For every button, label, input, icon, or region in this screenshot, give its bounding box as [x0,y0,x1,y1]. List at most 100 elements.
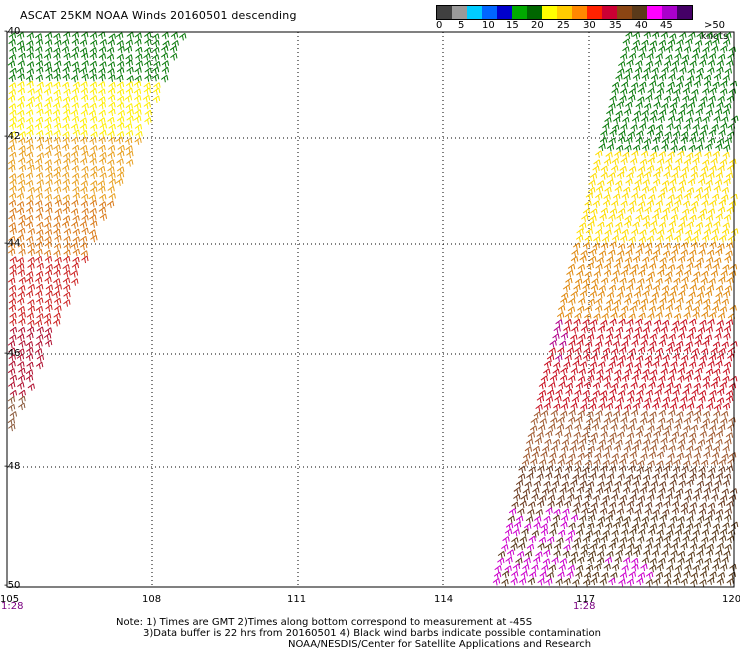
wind-barb [600,277,609,285]
wind-barb [650,220,658,228]
wind-barb [608,542,616,551]
wind-barb [560,403,569,411]
wind-barb [697,515,705,524]
wind-barb [677,444,685,452]
wind-barb [596,334,604,342]
wind-barb [7,381,16,390]
wind-barb [26,129,34,138]
wind-barb [27,256,35,265]
wind-barb [107,61,116,69]
wind-barb [70,208,79,216]
wind-barb [617,243,626,251]
wind-barb [36,297,44,305]
wind-barb [8,354,16,362]
wind-barb [655,536,664,544]
wind-barb [644,508,652,516]
wind-barb [607,437,615,446]
wind-barb [62,136,70,145]
wind-barb [16,234,25,242]
wind-barb [7,60,16,69]
wind-barb [715,549,723,558]
wind-barb [593,459,601,467]
wind-barb [170,32,179,40]
wind-barb [54,60,62,68]
wind-barb [713,73,722,81]
wind-barb [631,563,639,572]
wind-barb [161,60,170,68]
wind-barb [566,347,575,355]
wind-barb [36,334,44,342]
wind-barb [98,185,106,194]
wind-barb [695,298,703,307]
wind-barb [98,96,106,104]
wind-barb [18,179,26,187]
wind-barb [62,164,70,173]
wind-barb [582,578,591,587]
wind-barb [8,347,16,356]
wind-barb [585,228,594,236]
wind-barb [693,452,701,461]
wind-barb [35,305,44,314]
wind-barb [615,180,623,188]
wind-barb [52,318,61,327]
wind-barb [680,215,688,223]
wind-barb [541,564,549,573]
wind-barb [45,81,53,90]
wind-barb [684,452,692,461]
wind-barb [98,46,107,54]
wind-barb [680,319,688,327]
wind-barb [608,249,616,257]
wind-barb [714,515,723,523]
wind-barb [683,312,691,320]
wind-barb [703,298,711,306]
wind-barb [43,313,52,321]
wind-barb [517,473,526,481]
wind-barb [99,123,107,131]
wind-barb [26,144,34,152]
wind-barb [80,200,89,209]
wind-barb [88,194,97,202]
wind-barb [115,32,124,40]
wind-barb [703,304,711,313]
wind-barb [125,39,133,47]
wind-barb [658,39,667,48]
wind-barb [523,557,531,565]
wind-barb [655,242,663,251]
wind-barb [44,276,52,285]
wind-barb [667,486,675,495]
wind-barb [142,94,151,103]
wind-barb [688,438,696,446]
wind-barb [518,465,526,474]
wind-barb [629,269,637,278]
wind-barb [71,157,79,166]
wind-barb [650,74,659,82]
wind-barb [690,579,698,587]
wind-barb [116,61,125,69]
wind-barb [604,522,613,530]
wind-barb [513,486,521,495]
wind-barb [555,319,563,327]
wind-barb [634,326,643,334]
map-title: ASCAT 25KM NOAA Winds 20160501 descendin… [20,9,297,22]
wind-barb [16,192,25,201]
wind-barb [716,388,725,396]
wind-barb [616,213,624,222]
wind-barb [25,290,34,299]
wind-barb [633,549,641,558]
wind-barb [612,340,620,349]
wind-barb [577,556,585,565]
wind-barb [701,311,709,320]
wind-barb [610,493,619,502]
wind-barb [648,487,656,496]
wind-barb [26,80,34,89]
wind-barb [81,60,89,68]
wind-barb [570,551,579,559]
wind-barb [593,529,601,538]
wind-barb [54,284,62,292]
wind-barb [582,242,591,250]
wind-barb [108,81,116,90]
wind-barb [637,278,645,286]
wind-barb [658,522,666,530]
wind-barb [25,151,34,160]
wind-barb [531,493,539,502]
